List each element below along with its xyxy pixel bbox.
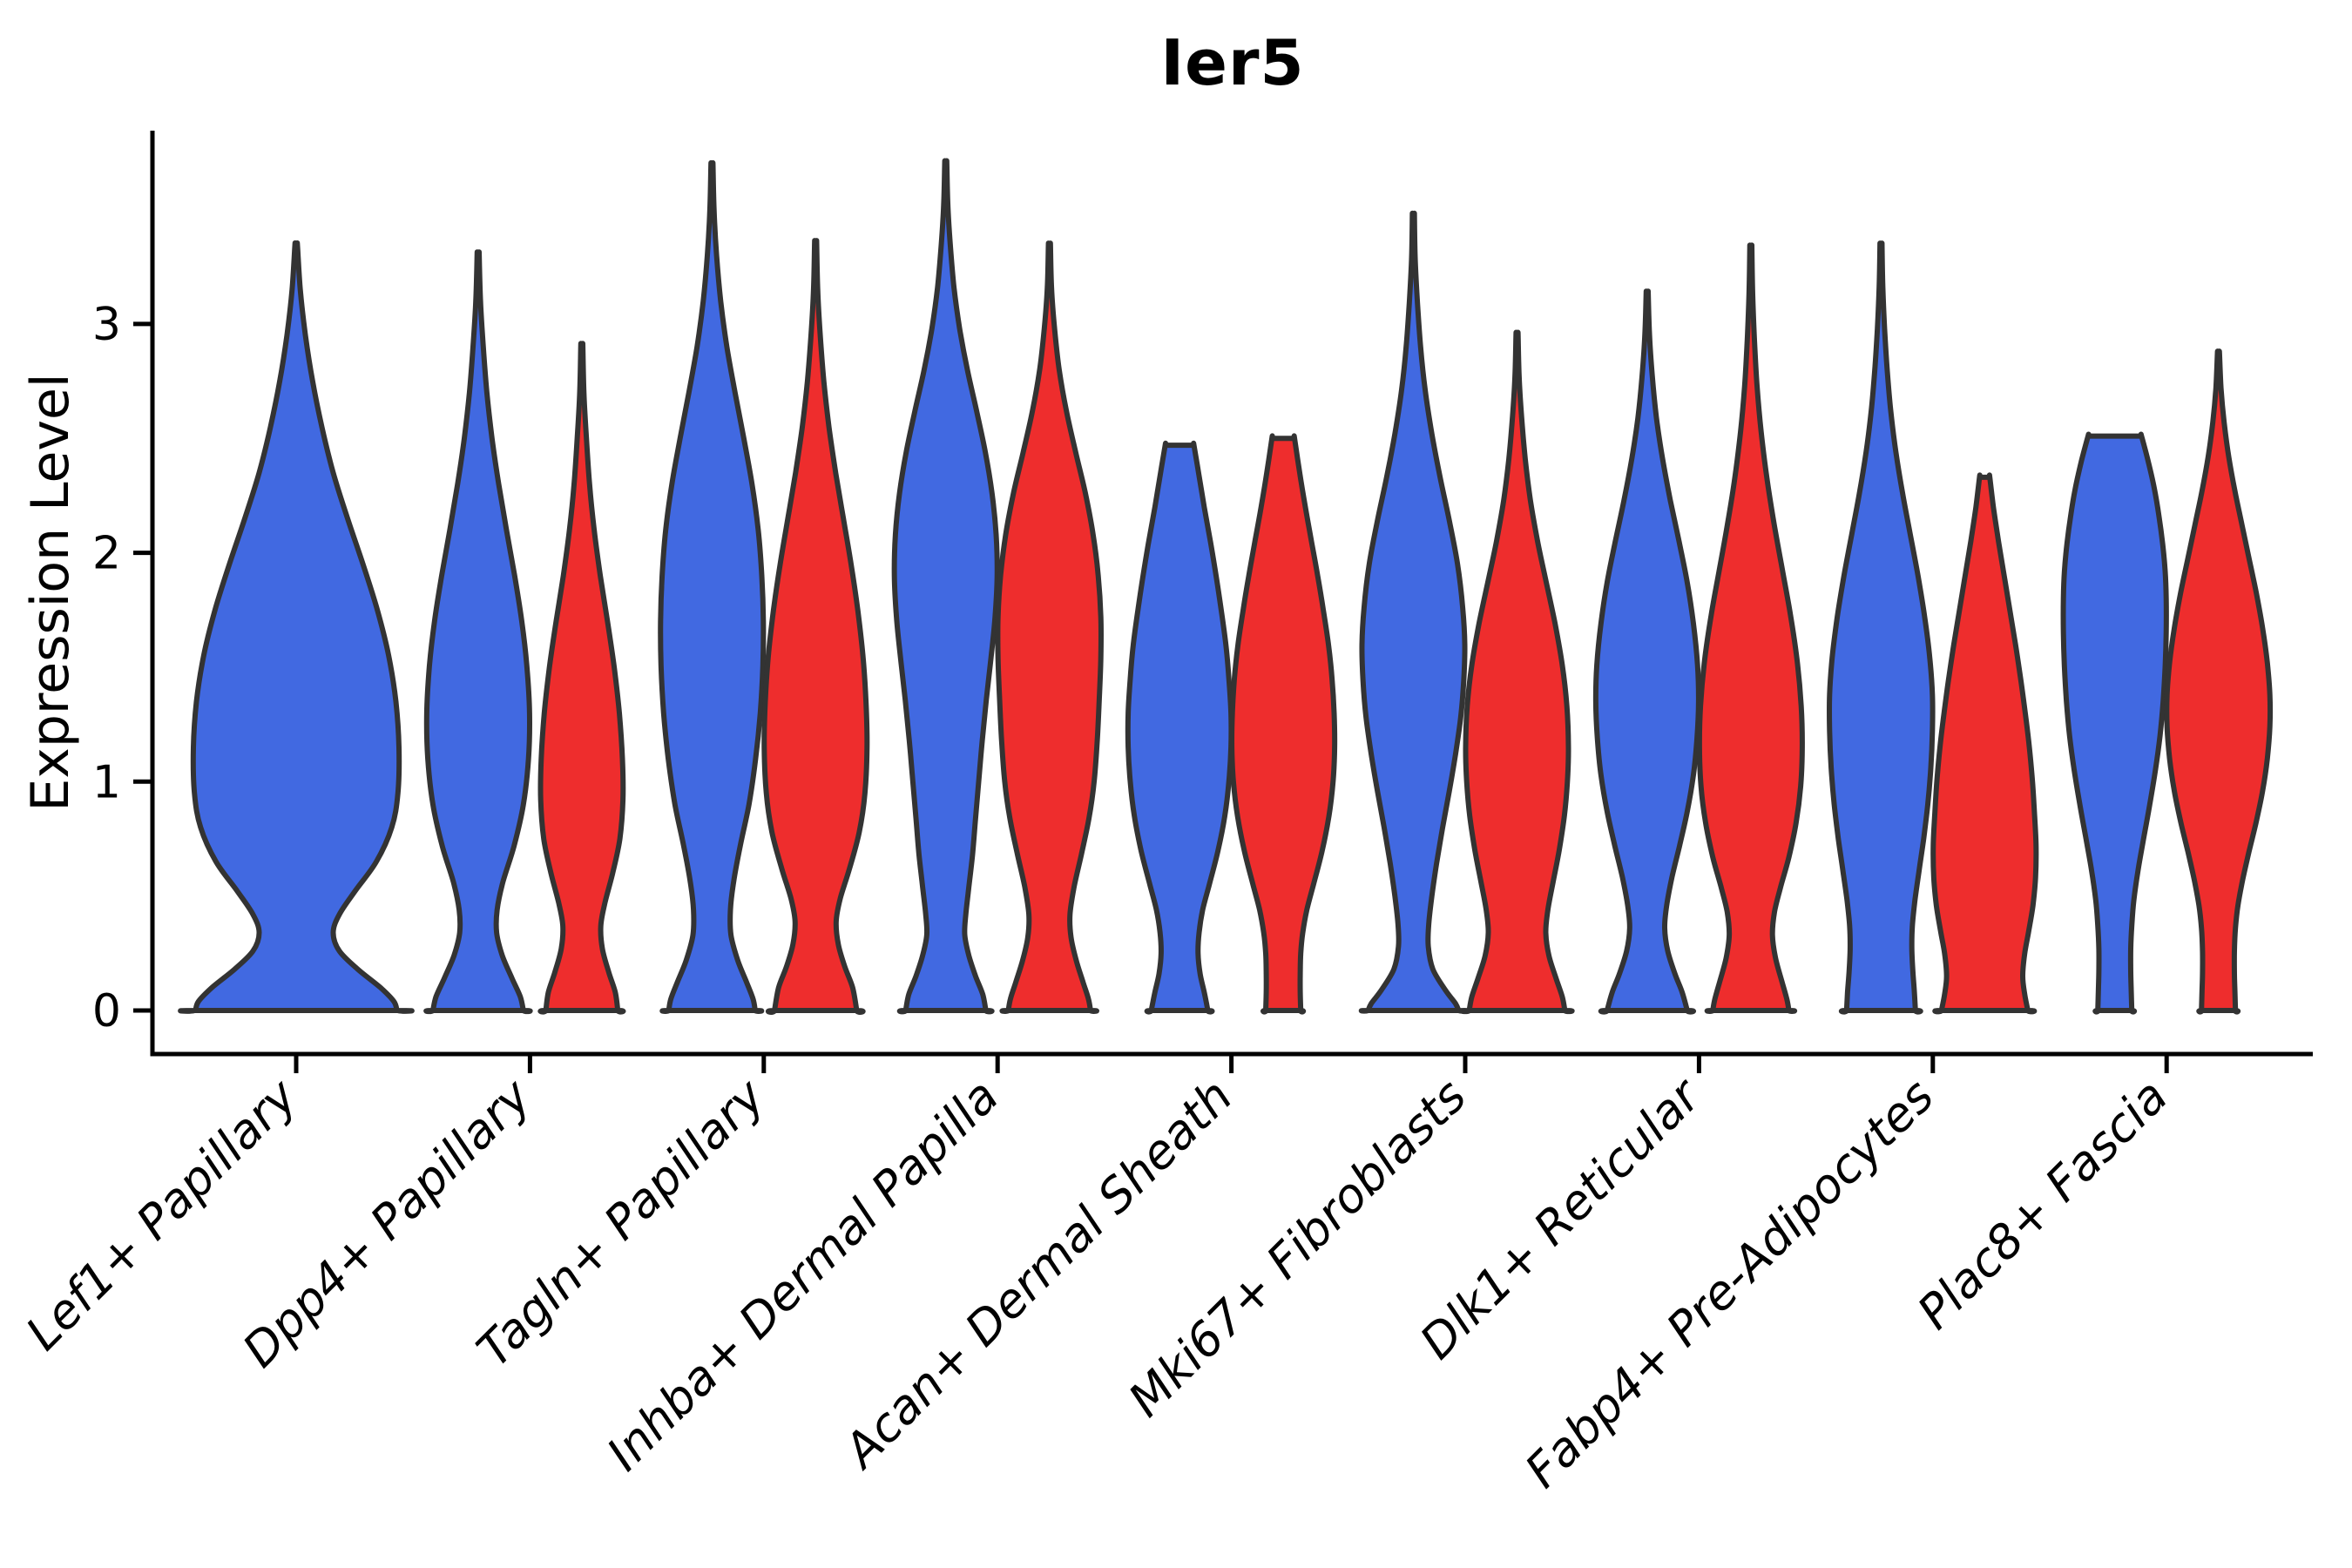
y-tick-label: 3 [92,299,121,351]
x-tick-label: Acan+ Dermal Sheath [832,1069,1243,1480]
violin-dlk1-reticular-red [1696,242,1805,1014]
violin-fabp4-pre-adipocytes-red [1930,472,2039,1015]
violin-lef1-papillary-blue [178,240,415,1014]
violin-inhba-dermal-papilla-red [995,240,1104,1014]
y-tick-label: 2 [92,528,121,580]
violin-tagln-papillary-red [761,238,870,1015]
violin-acan-dermal-sheath-blue [1125,440,1234,1015]
violin-acan-dermal-sheath-red [1229,433,1338,1015]
violin-inhba-dermal-papilla-blue [891,158,1000,1015]
violin-mki67-fibroblasts-blue [1358,210,1469,1014]
violin-plac8-fascia-red [2164,348,2274,1015]
violin-tagln-papillary-blue [658,159,767,1014]
violin-mki67-fibroblasts-red [1459,329,1575,1015]
violin-dpp4-papillary-blue [423,249,533,1015]
x-tick-label: Inhba+ Dermal Papilla [597,1069,1010,1482]
violin-fabp4-pre-adipocytes-blue [1827,240,1936,1015]
page-title: Ier5 [1160,26,1305,99]
violin-plac8-fascia-blue [2060,431,2169,1015]
y-tick-label: 0 [92,985,121,1037]
y-tick-label: 1 [92,756,121,808]
violin-dlk1-reticular-blue [1592,288,1701,1015]
violin-dpp4-papillary-red [537,341,626,1015]
x-tick-label: Plac8+ Fascia [1907,1069,2178,1340]
x-tick-label: Fabp4+ Pre-Adipocytes [1515,1069,1944,1498]
